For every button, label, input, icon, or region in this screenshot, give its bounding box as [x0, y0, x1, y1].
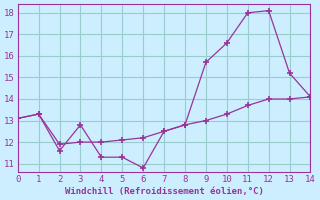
X-axis label: Windchill (Refroidissement éolien,°C): Windchill (Refroidissement éolien,°C)	[65, 187, 263, 196]
